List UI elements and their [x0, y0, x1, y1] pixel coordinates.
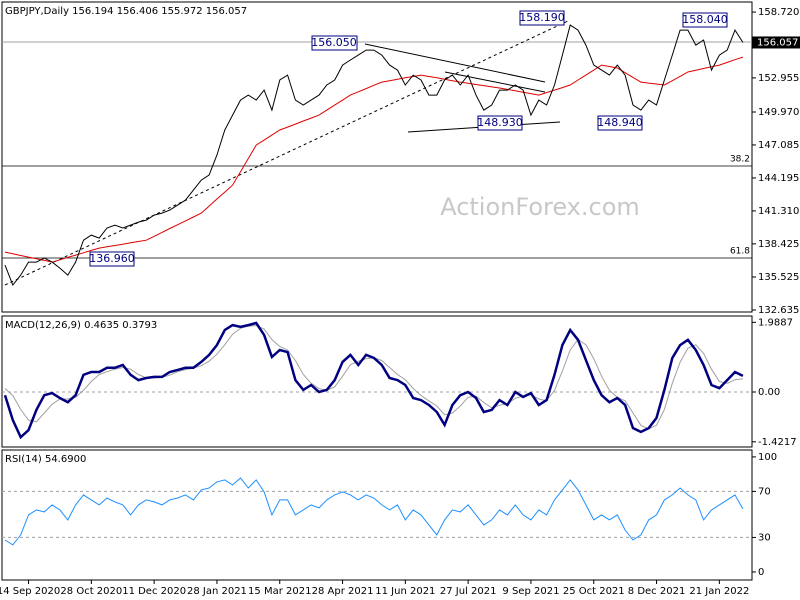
panel-title: RSI(14) 54.6900 [5, 454, 86, 465]
macd-panel [1, 315, 753, 448]
x-tick-label: 11 Dec 2020 [122, 586, 186, 597]
y-tick-label: 0.00 [758, 387, 780, 398]
trend-line [364, 43, 546, 83]
y-tick-label: 100 [758, 452, 777, 463]
y-tick-label: 141.310 [758, 206, 799, 217]
trend-line [4, 19, 571, 286]
y-tick-label: 147.085 [758, 140, 799, 151]
price-annotation: 158.040 [682, 12, 728, 28]
annotation-label: 156.050 [311, 36, 357, 49]
x-tick-label: 15 Mar 2021 [248, 586, 311, 597]
y-tick-label: 1.9887 [758, 317, 793, 328]
y-tick-label: 132.635 [758, 305, 799, 316]
annotation-label: 158.040 [682, 13, 728, 26]
x-tick-label: 27 Jul 2021 [440, 586, 497, 597]
x-tick-label: 28 Jan 2021 [187, 586, 247, 597]
y-tick-label: -1.4217 [758, 437, 797, 448]
series-line [3, 321, 744, 440]
x-tick-label: 25 Oct 2021 [563, 586, 625, 597]
price-annotation: 136.960 [89, 251, 135, 267]
annotation-label: 158.190 [519, 11, 565, 24]
price-annotation: 158.190 [519, 10, 565, 26]
y-tick-label: 30 [758, 532, 771, 543]
annotation-label: 148.930 [477, 116, 523, 129]
annotation-label: 136.960 [89, 252, 135, 265]
annotation-label: 148.940 [597, 116, 643, 129]
x-tick-label: 11 Jun 2021 [375, 586, 435, 597]
rsi-panel [1, 449, 753, 581]
trend-line [444, 71, 546, 93]
y-tick-label: 152.955 [758, 73, 799, 84]
y-tick-label: 138.425 [758, 239, 799, 250]
last-price-label: 156.057 [757, 37, 798, 48]
price-panel [1, 1, 753, 313]
panel-title: MACD(12,26,9) 0.4635 0.3793 [5, 320, 157, 331]
last-price-box [752, 36, 800, 49]
x-tick-label: 28 Oct 2020 [60, 586, 122, 597]
y-tick-label: 135.525 [758, 272, 799, 283]
y-tick-label: 70 [758, 486, 771, 497]
x-tick-label: 14 Sep 2020 [0, 586, 60, 597]
x-tick-label: 8 Dec 2021 [628, 586, 686, 597]
y-tick-label: 158.720 [758, 7, 799, 18]
panel-title: GBPJPY,Daily 156.194 156.406 155.972 156… [5, 6, 247, 17]
series-line [4, 24, 744, 286]
fib-label: 61.8 [730, 247, 750, 257]
x-tick-label: 9 Sep 2021 [502, 586, 559, 597]
fib-label: 38.2 [730, 155, 750, 165]
y-tick-label: 0 [758, 567, 764, 578]
watermark: ActionForex.com [440, 193, 640, 221]
series-line [4, 477, 744, 546]
series-line [4, 56, 744, 263]
price-annotation: 148.930 [477, 115, 523, 131]
x-tick-label: 28 Apr 2021 [312, 586, 374, 597]
y-tick-label: 144.195 [758, 173, 799, 184]
price-annotation: 156.050 [311, 35, 358, 51]
y-tick-label: 149.970 [758, 107, 799, 118]
price-annotation: 148.940 [597, 115, 643, 131]
x-tick-label: 21 Jan 2022 [689, 586, 749, 597]
